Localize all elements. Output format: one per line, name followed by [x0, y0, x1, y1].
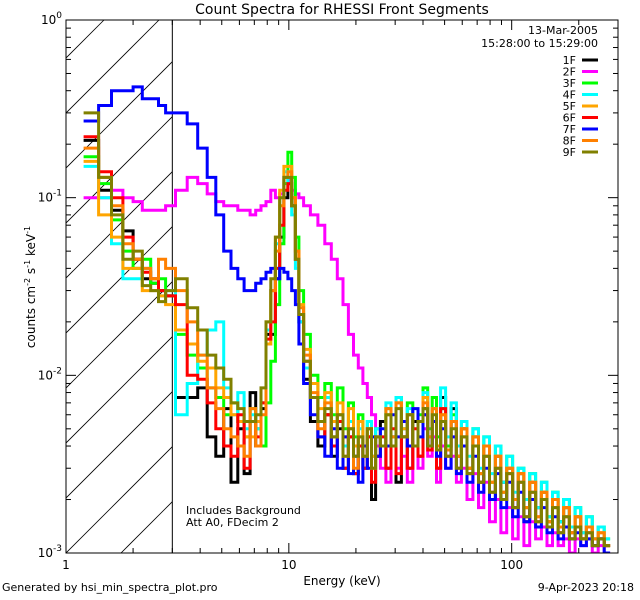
- hatch-line: [286, 20, 640, 553]
- x-axis-label: Energy (keV): [303, 574, 380, 588]
- legend-label-4f: 4F: [563, 89, 576, 102]
- hatch-line: [66, 61, 173, 169]
- legend-label-1f: 1F: [563, 54, 576, 67]
- x-tick-label: 1: [62, 558, 70, 572]
- legend-label-9f: 9F: [563, 146, 576, 159]
- legend-label-7f: 7F: [563, 123, 576, 136]
- series-line-2f: [83, 175, 611, 553]
- hatch-line: [66, 226, 173, 334]
- x-tick-label: 10: [281, 558, 296, 572]
- footer-timestamp: 9-Apr-2023 20:18: [537, 581, 634, 594]
- series-line-9f: [83, 111, 611, 548]
- x-tick-label: 100: [500, 558, 523, 572]
- observation-date: 13-Mar-2005: [528, 24, 598, 37]
- observation-time-range: 15:28:00 to 15:29:00: [481, 37, 598, 50]
- y-tick-label: 10-2: [38, 366, 62, 382]
- y-axis-label: counts cm-2 s-1 keV-1: [23, 226, 38, 348]
- chart-title: Count Spectra for RHESSI Front Segments: [195, 2, 489, 18]
- hatch-line: [66, 20, 160, 114]
- legend-label-6f: 6F: [563, 112, 576, 125]
- legend-label-3f: 3F: [563, 77, 576, 90]
- annotation-attenuator: Att A0, FDecim 2: [186, 516, 279, 529]
- legend-label-8f: 8F: [563, 135, 576, 148]
- legend-label-2f: 2F: [563, 66, 576, 79]
- legend-label-5f: 5F: [563, 100, 576, 113]
- hatch-line: [66, 281, 173, 389]
- plot-frame: [65, 19, 619, 554]
- hatch-line: [616, 20, 640, 553]
- hatch-line: [66, 446, 173, 553]
- hatch-line: [66, 391, 173, 499]
- hatch-line: [66, 20, 105, 59]
- y-tick-label: 10-1: [38, 189, 62, 205]
- y-tick-label: 100: [41, 11, 62, 27]
- annotation-background: Includes Background: [186, 504, 301, 517]
- footer-generated-by: Generated by hsi_min_spectra_plot.pro: [2, 581, 218, 594]
- y-tick-label: 10-3: [38, 544, 62, 560]
